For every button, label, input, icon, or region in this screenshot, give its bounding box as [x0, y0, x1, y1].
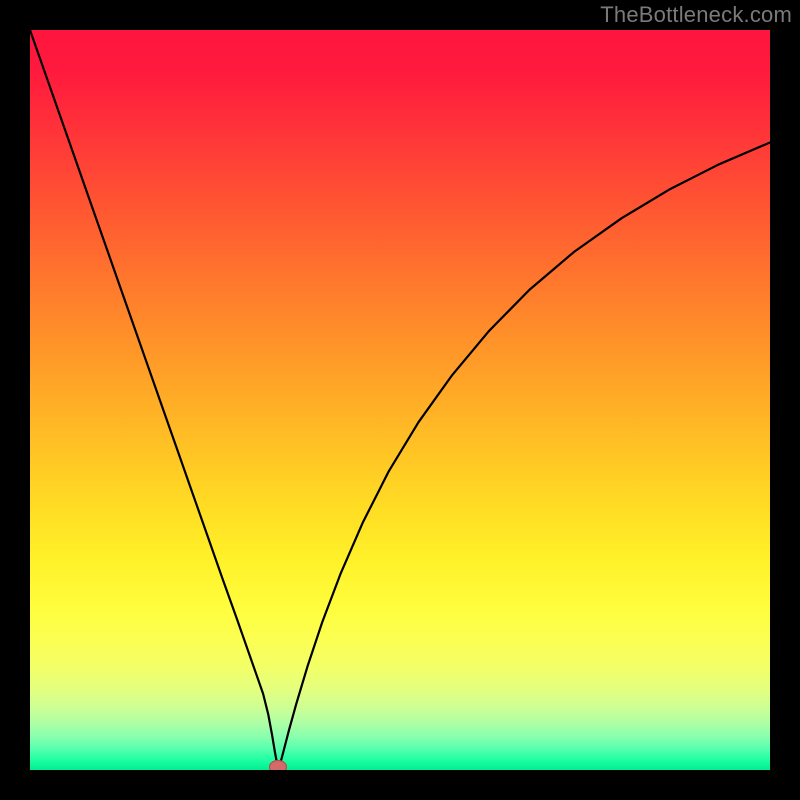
gradient-background	[30, 30, 770, 770]
watermark-text: TheBottleneck.com	[600, 2, 792, 28]
plot-area	[30, 30, 770, 770]
gradient-and-curve-svg	[30, 30, 770, 770]
minimum-marker	[269, 760, 287, 770]
chart-container: TheBottleneck.com	[0, 0, 800, 800]
